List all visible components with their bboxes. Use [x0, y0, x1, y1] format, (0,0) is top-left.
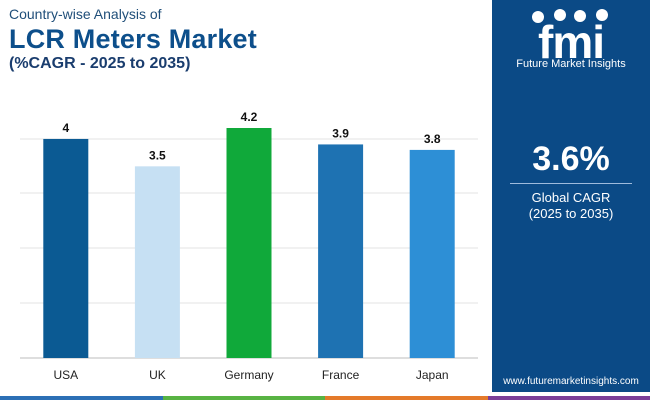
- bars: [43, 128, 455, 358]
- page-kicker: Country-wise Analysis of: [9, 6, 162, 22]
- website-link[interactable]: www.futuremarketinsights.com: [503, 376, 639, 387]
- people-icon: [596, 9, 608, 21]
- bar-usa: [43, 138, 89, 358]
- data-label-germany: 4.2: [241, 110, 258, 124]
- bar-france: [318, 144, 364, 358]
- footer-segment-3: [325, 396, 488, 400]
- bar-uk: [134, 166, 180, 358]
- footer-segment-4: [487, 396, 650, 400]
- footer-segment-2: [162, 396, 325, 400]
- global-cagr-label: Global CAGR: [531, 190, 611, 205]
- fmi-logo: fmi: [532, 9, 608, 68]
- x-tick-germany: Germany: [224, 368, 273, 382]
- global-cagr-period: (2025 to 2035): [528, 206, 614, 221]
- globe-icon: [532, 11, 544, 23]
- sidebar: fmi Future Market Insights 3.6% Global C…: [492, 0, 650, 392]
- footer-color-strip: [0, 396, 650, 400]
- x-tick-japan: Japan: [416, 368, 449, 382]
- fmi-wordmark: fmi: [538, 16, 604, 68]
- bar-chart: 4 3.5 4.2 3.9 3.8 USA UK Germany France Japan: [20, 110, 478, 382]
- global-cagr-value: 3.6%: [532, 140, 610, 178]
- x-tick-uk: UK: [149, 368, 166, 382]
- data-label-france: 3.9: [332, 126, 349, 140]
- x-tick-france: France: [322, 368, 360, 382]
- page-subtitle: (%CAGR - 2025 to 2035): [9, 55, 191, 72]
- data-label-japan: 3.8: [424, 132, 441, 146]
- brand-tagline: Future Market Insights: [516, 58, 626, 70]
- cloud-icon: [554, 9, 566, 21]
- data-labels: 4 3.5 4.2 3.9 3.8: [62, 110, 440, 162]
- bar-germany: [226, 128, 272, 358]
- divider: [510, 183, 632, 184]
- footer-segment-1: [0, 396, 163, 400]
- x-tick-usa: USA: [53, 368, 78, 382]
- page-title: LCR Meters Market: [9, 24, 257, 54]
- logo-icons: [532, 9, 608, 23]
- bar-japan: [409, 149, 455, 358]
- data-label-usa: 4: [62, 121, 69, 135]
- chart-panel: Country-wise Analysis of LCR Meters Mark…: [9, 6, 478, 382]
- gear-icon: [574, 10, 586, 22]
- x-tick-labels: USA UK Germany France Japan: [53, 368, 448, 382]
- data-label-uk: 3.5: [149, 148, 166, 162]
